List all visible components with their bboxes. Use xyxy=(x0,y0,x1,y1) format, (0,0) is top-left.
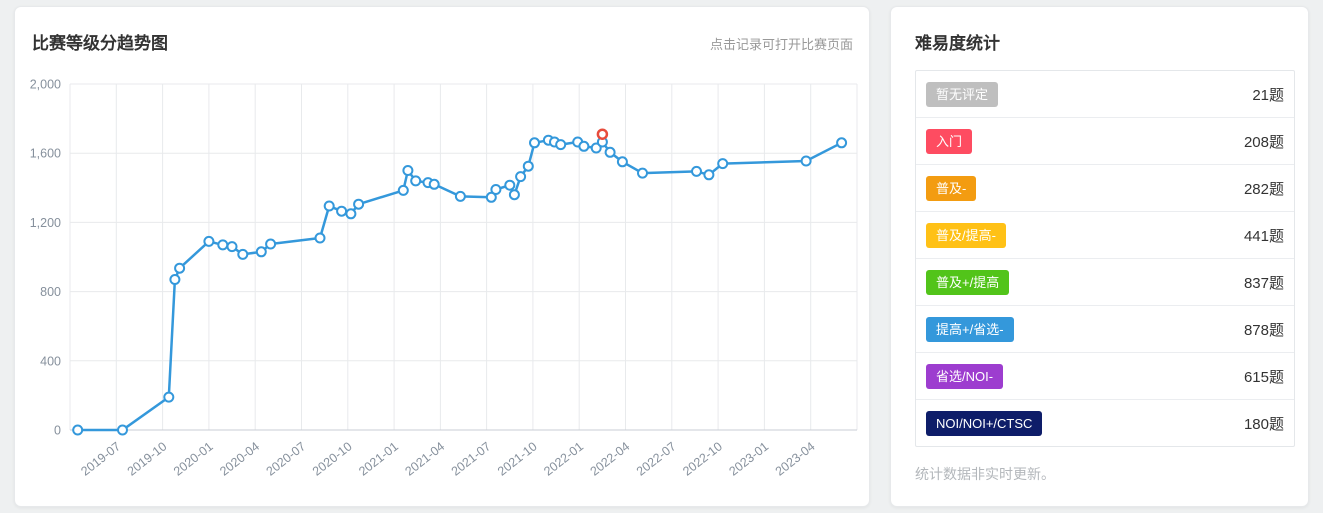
highlight-data-point[interactable] xyxy=(596,128,609,140)
contest-data-point[interactable] xyxy=(163,391,175,403)
y-tick-label: 2,000 xyxy=(30,78,61,92)
x-tick-label: 2021-10 xyxy=(495,439,540,478)
contest-data-point[interactable] xyxy=(237,248,249,260)
contest-data-point[interactable] xyxy=(800,155,812,167)
x-tick-label: 2021-07 xyxy=(449,439,494,478)
difficulty-badge: 入门 xyxy=(926,128,973,154)
contest-data-point[interactable] xyxy=(255,246,267,258)
difficulty-badge: 普及/提高- xyxy=(926,222,1006,248)
contest-data-point[interactable] xyxy=(314,232,326,244)
contest-data-point[interactable] xyxy=(454,190,466,202)
contest-data-point[interactable] xyxy=(522,160,534,172)
x-tick-label: 2022-07 xyxy=(634,439,679,478)
contest-data-point[interactable] xyxy=(490,184,502,195)
y-tick-label: 1,600 xyxy=(30,147,61,161)
difficulty-badge: 普及- xyxy=(926,175,977,201)
rating-chart-hint: 点击记录可打开比赛页面 xyxy=(709,37,853,52)
contest-data-point[interactable] xyxy=(691,165,702,177)
difficulty-row-6[interactable]: 省选/NOI- 615题 xyxy=(916,353,1294,400)
contest-data-point[interactable] xyxy=(410,175,422,187)
contest-data-point[interactable] xyxy=(353,198,365,210)
x-tick-label: 2020-04 xyxy=(217,439,262,478)
x-tick-label: 2019-10 xyxy=(125,439,170,478)
contest-data-point[interactable] xyxy=(402,165,414,176)
y-tick-label: 0 xyxy=(54,424,61,438)
difficulty-list: 暂无评定 21题入门 208题普及- 282题普及/提高- 441题普及+/提高 837题… xyxy=(915,70,1295,447)
contest-data-point[interactable] xyxy=(529,137,540,149)
difficulty-row-4[interactable]: 普及+/提高 837题 xyxy=(916,259,1294,306)
contest-data-point[interactable] xyxy=(508,189,520,201)
x-tick-label: 2022-04 xyxy=(588,439,633,478)
difficulty-badge: 提高+/省选- xyxy=(926,316,1014,342)
x-tick-label: 2021-01 xyxy=(356,439,401,478)
contest-data-point[interactable] xyxy=(345,208,357,220)
contest-data-point[interactable] xyxy=(336,205,348,217)
difficulty-count: 282题 xyxy=(1243,180,1284,198)
contest-data-point[interactable] xyxy=(578,140,590,152)
difficulty-count: 180题 xyxy=(1243,415,1284,433)
contest-data-point[interactable] xyxy=(203,235,215,247)
difficulty-row-2[interactable]: 普及- 282题 xyxy=(916,165,1294,212)
difficulty-badge: NOI/NOI+/CTSC xyxy=(926,410,1043,436)
difficulty-card-header: 难易度统计 xyxy=(891,7,1308,68)
difficulty-count: 441题 xyxy=(1243,227,1284,245)
contest-data-point[interactable] xyxy=(397,184,409,196)
difficulty-row-7[interactable]: NOI/NOI+/CTSC 180题 xyxy=(916,400,1294,446)
difficulty-row-5[interactable]: 提高+/省选- 878题 xyxy=(916,306,1294,353)
contest-data-point[interactable] xyxy=(485,191,497,203)
rating-line xyxy=(76,138,843,432)
x-tick-label: 2023-01 xyxy=(726,439,771,478)
difficulty-row-0[interactable]: 暂无评定 21题 xyxy=(916,71,1294,118)
difficulty-count: 21题 xyxy=(1252,86,1284,104)
contest-data-point[interactable] xyxy=(504,179,516,191)
contest-data-point[interactable] xyxy=(265,238,277,250)
contest-data-point[interactable] xyxy=(169,274,181,285)
contest-data-point[interactable] xyxy=(515,171,527,183)
contest-data-point[interactable] xyxy=(555,139,567,151)
contest-data-point[interactable] xyxy=(428,178,440,190)
x-tick-label: 2022-01 xyxy=(541,439,586,478)
x-tick-label: 2020-10 xyxy=(310,439,355,478)
contest-data-point[interactable] xyxy=(217,239,229,251)
y-tick-label: 400 xyxy=(40,354,61,368)
difficulty-badge: 普及+/提高 xyxy=(926,269,1010,295)
contest-data-point[interactable] xyxy=(703,169,715,181)
contest-data-point[interactable] xyxy=(226,241,238,253)
difficulty-row-3[interactable]: 普及/提高- 441题 xyxy=(916,212,1294,259)
contest-data-point[interactable] xyxy=(323,200,335,212)
rating-chart-title: 比赛等级分趋势图 xyxy=(32,34,168,53)
y-tick-label: 1,200 xyxy=(30,216,61,230)
contest-data-point[interactable] xyxy=(717,158,729,170)
difficulty-badge: 省选/NOI- xyxy=(926,363,1004,389)
contest-data-point[interactable] xyxy=(637,167,648,179)
difficulty-stats-title: 难易度统计 xyxy=(915,34,1000,53)
contest-data-point[interactable] xyxy=(174,262,186,274)
difficulty-count: 837题 xyxy=(1243,274,1284,292)
x-tick-label: 2021-04 xyxy=(402,439,447,478)
contest-data-point[interactable] xyxy=(616,156,628,168)
contest-data-point[interactable] xyxy=(72,424,84,436)
x-tick-label: 2023-04 xyxy=(773,439,818,478)
difficulty-count: 208题 xyxy=(1243,133,1284,151)
rating-card-header: 比赛等级分趋势图 点击记录可打开比赛页面 xyxy=(15,7,869,60)
difficulty-stats-card: 难易度统计 暂无评定 21题入门 208题普及- 282题普及/提高- 441题普及+/… xyxy=(890,6,1309,507)
contest-data-point[interactable] xyxy=(836,137,848,149)
difficulty-count: 615题 xyxy=(1243,368,1284,386)
rating-trend-card: 比赛等级分趋势图 点击记录可打开比赛页面 0 400 800 1,200 1,600 2,… xyxy=(14,6,870,507)
difficulty-row-1[interactable]: 入门 208题 xyxy=(916,118,1294,165)
x-tick-label: 2022-10 xyxy=(680,439,725,478)
x-tick-label: 2020-07 xyxy=(264,439,309,478)
difficulty-badge: 暂无评定 xyxy=(926,81,999,107)
difficulty-count: 878题 xyxy=(1243,321,1284,339)
contest-data-point[interactable] xyxy=(604,146,616,158)
contest-data-point[interactable] xyxy=(117,424,128,436)
x-tick-label: 2020-01 xyxy=(171,439,216,478)
stats-footer-note: 统计数据非实时更新。 xyxy=(915,466,1055,482)
y-tick-label: 800 xyxy=(40,285,61,299)
x-tick-label: 2019-07 xyxy=(78,439,123,478)
